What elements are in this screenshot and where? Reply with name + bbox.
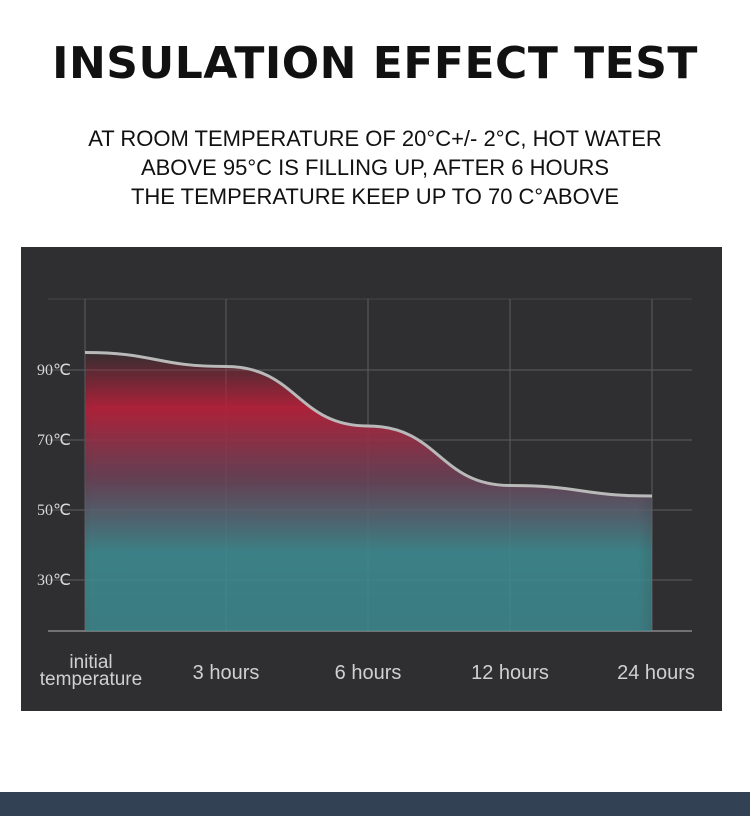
y-tick-label-90: 90℃	[37, 362, 71, 379]
x-tick-label-4: 24 hours	[617, 662, 695, 684]
subtitle-line-3: THE TEMPERATURE KEEP UP TO 70 C°ABOVE	[130, 184, 620, 209]
x-tick-label-2: 6 hours	[335, 662, 402, 684]
chart-panel: 90℃ 70℃ 50℃ 30℃ initial temperature 3 hours 6 …	[21, 247, 722, 711]
y-tick-label-30: 30℃	[37, 572, 71, 589]
x-tick-label-0-0: initial	[69, 652, 112, 673]
subtitle-line-2: ABOVE 95°C IS FILLING UP, AFTER 6 HOURS	[140, 155, 610, 180]
chart-title: INSULATION EFFECT TEST	[52, 38, 698, 89]
y-axis-labels: 90℃ 70℃ 50℃ 30℃	[37, 362, 71, 589]
footer-bar	[0, 792, 750, 816]
x-tick-label-1: 3 hours	[193, 662, 260, 684]
temperature-area	[85, 352, 652, 631]
temperature-curve	[84, 351, 653, 498]
x-tick-label-3: 12 hours	[471, 662, 549, 684]
subtitle-line-1: AT ROOM TEMPERATURE OF 20°C+/- 2°C, HOT …	[88, 126, 662, 151]
y-tick-label-70: 70℃	[37, 432, 71, 449]
y-tick-label-50: 50℃	[37, 502, 71, 519]
x-tick-label-0-1: temperature	[40, 669, 142, 690]
